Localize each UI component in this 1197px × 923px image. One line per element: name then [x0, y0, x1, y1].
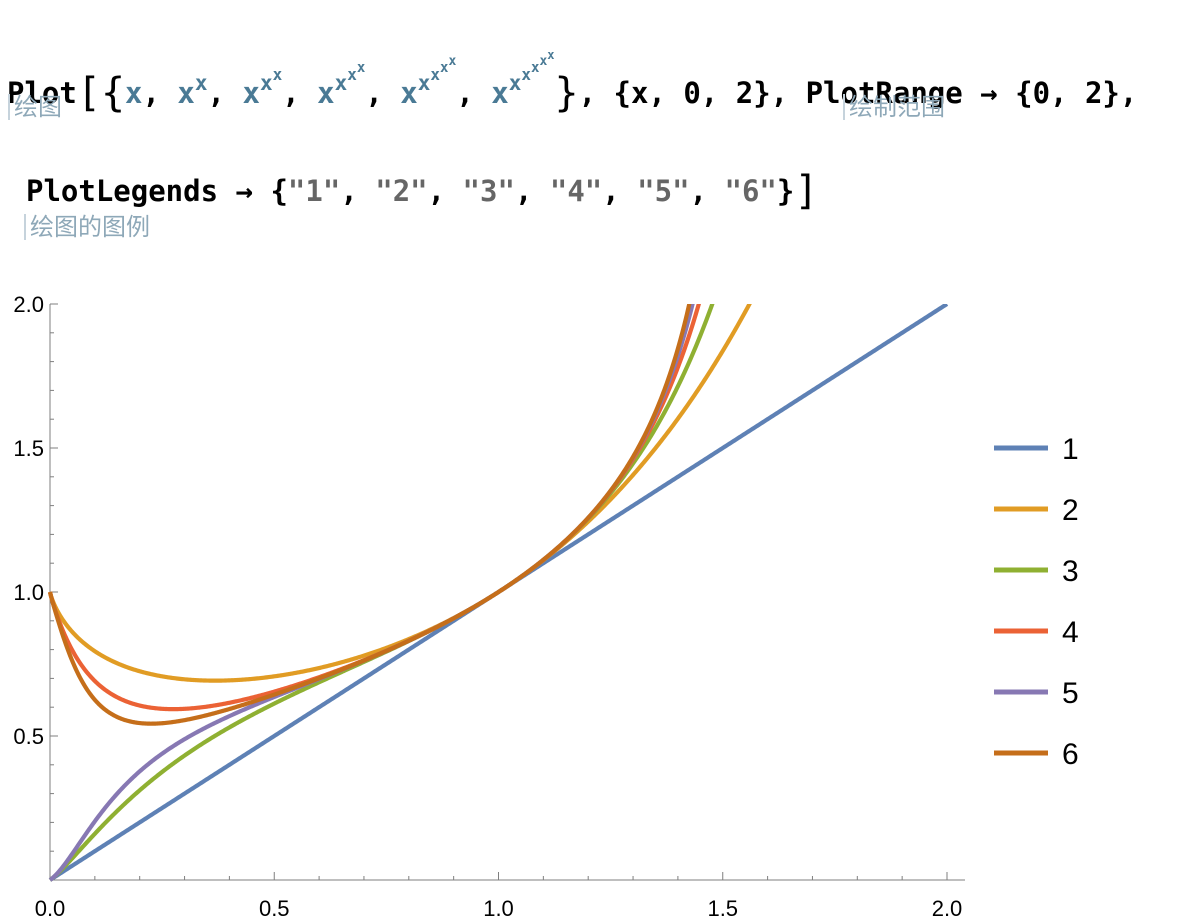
plot-function: Plot [7, 76, 77, 110]
expr-x-pow-x: xx [177, 71, 208, 110]
legend: 1 2 3 4 5 6 [994, 433, 1079, 771]
legend-string-6: "6" [724, 174, 777, 208]
rule-arrow: → [962, 76, 1016, 110]
x-tick-label: 1.0 [483, 896, 514, 921]
series-line-3 [48, 304, 715, 882]
series-line-6 [48, 304, 692, 726]
series-line-4 [48, 304, 701, 712]
y-tick-label: 0.5 [13, 724, 44, 749]
legend-label-3: 3 [1062, 555, 1079, 588]
code-line-legends[interactable]: PlotLegends → {"1", "2", "3", "4", "5", … [26, 168, 819, 214]
hint-plot-range: 绘制范围 [843, 94, 945, 120]
rule-arrow: → [218, 174, 271, 208]
open-brace: { [100, 70, 126, 116]
series-line-5 [48, 304, 695, 882]
hint-plot-legends: 绘图的图例 [24, 214, 150, 240]
x-tick-label: 2.0 [932, 896, 963, 921]
x-tick-label: 0.5 [259, 896, 290, 921]
plotlegends-option: PlotLegends [26, 174, 219, 208]
close-bracket: ] [794, 168, 819, 214]
expr-x-tower-6: xxxxxx [491, 48, 555, 110]
legend-label-5: 5 [1062, 677, 1079, 710]
legend-label-6: 6 [1062, 738, 1079, 771]
legend-string-2: "2" [375, 174, 428, 208]
legend-string-1: "1" [287, 174, 341, 208]
legend-string-3: "3" [462, 174, 515, 208]
open-bracket: [ [76, 70, 101, 116]
legend-string-4: "4" [549, 174, 603, 208]
code-line-plot[interactable]: Plot[{x, xx, xxx, xxxx, xxxxx, xxxxxx}, … [7, 48, 1138, 116]
y-tick-label: 1.0 [13, 580, 44, 605]
legend-label-2: 2 [1062, 494, 1079, 527]
legend-label-1: 1 [1062, 433, 1079, 466]
expr-x-tower-4: xxxx [317, 60, 366, 110]
legend-label-4: 4 [1062, 616, 1079, 649]
range-spec: , {x, 0, 2}, [578, 76, 806, 110]
close-brace: } [554, 70, 579, 116]
x-tick-label: 1.5 [707, 896, 738, 921]
plotrange-value: {0, 2}, [1015, 76, 1138, 110]
y-tick-label: 2.0 [13, 292, 44, 317]
plotrange-option: PlotRange [805, 76, 963, 110]
hint-plot: 绘图 [8, 94, 62, 120]
expr-x-tower-5: xxxxx [400, 54, 457, 110]
x-tick-label: 0.0 [35, 896, 66, 921]
axes: 0.0 0.5 1.0 1.5 2.0 0.5 1.0 1.5 2.0 [13, 292, 965, 921]
series-line-2 [48, 304, 752, 683]
legend-string-5: "5" [637, 174, 690, 208]
expr-x: x [125, 76, 143, 110]
expr-x-tower-3: xxx [242, 65, 283, 110]
y-tick-label: 1.5 [13, 436, 44, 461]
plot-curves [48, 304, 949, 882]
